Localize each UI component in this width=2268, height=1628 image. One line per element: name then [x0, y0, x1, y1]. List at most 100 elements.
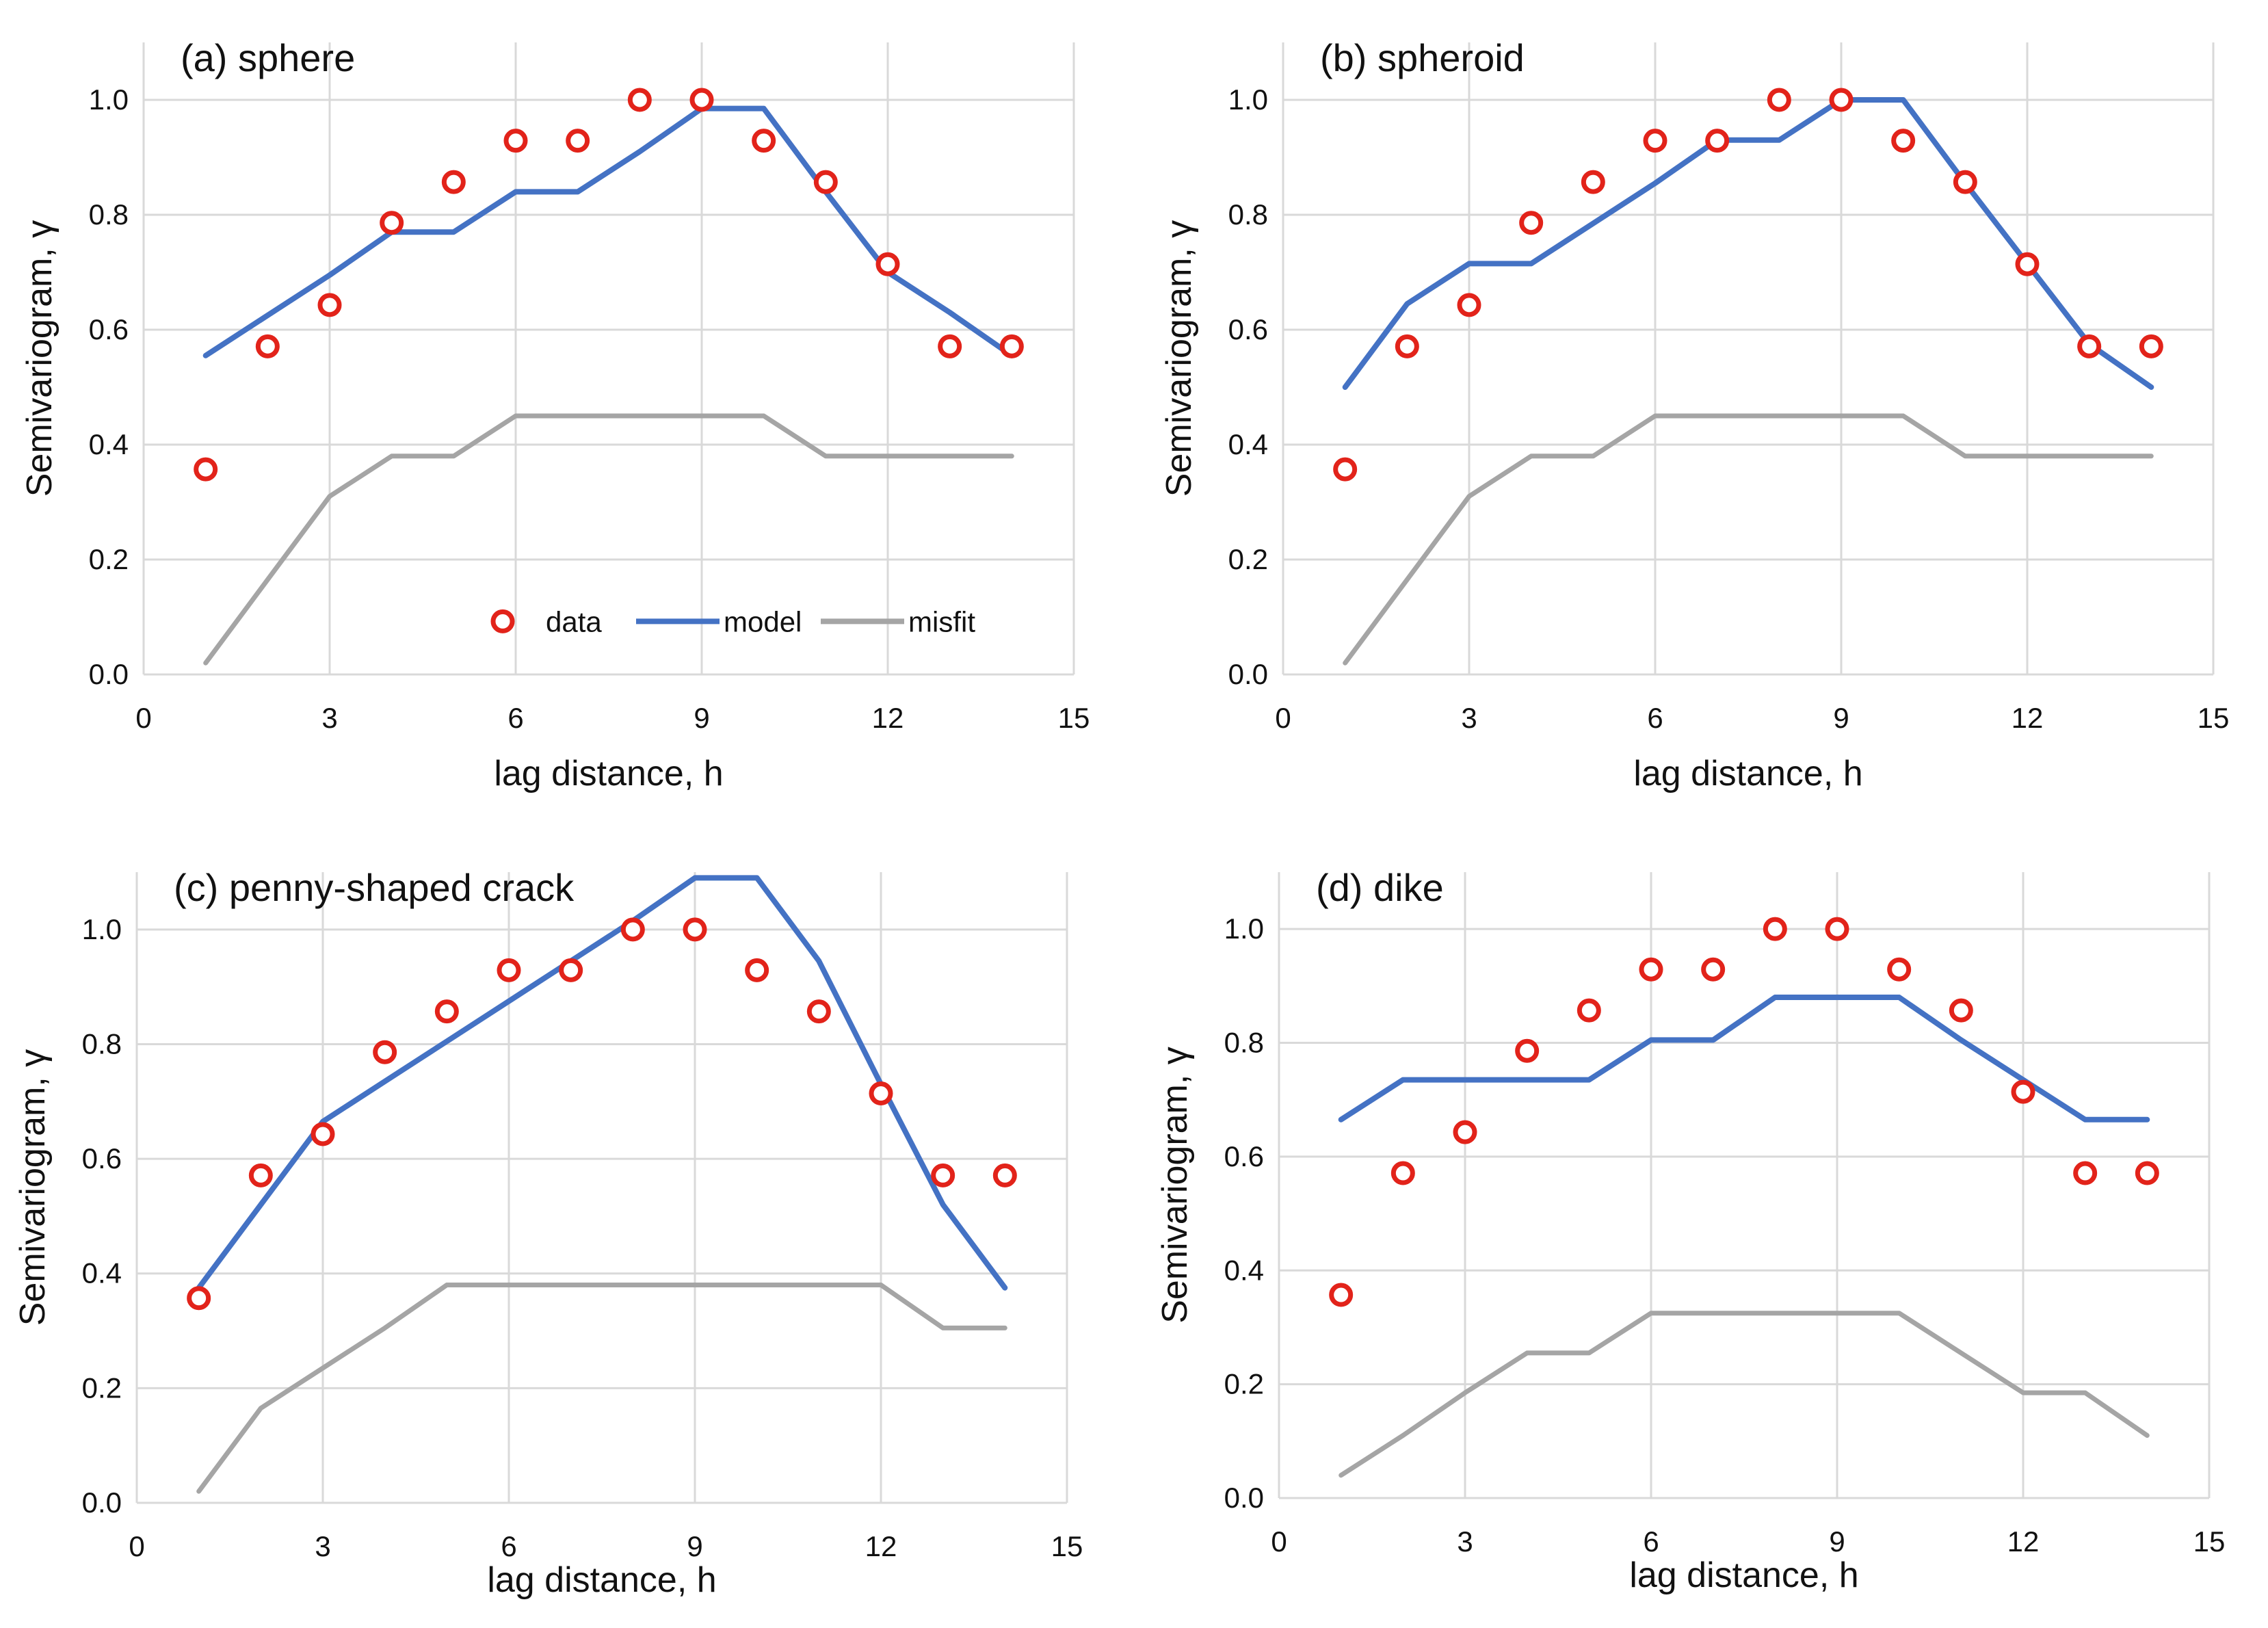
data-point: [1705, 129, 1730, 153]
data-point: [2077, 334, 2102, 358]
x-tick-label: 0: [129, 1530, 144, 1562]
x-tick-label: 9: [687, 1530, 702, 1562]
data-point: [317, 293, 342, 317]
panel-title: (d) dike: [1316, 866, 1444, 909]
data-point: [1329, 1283, 1354, 1307]
data-point: [689, 88, 714, 112]
data-point: [683, 917, 707, 942]
y-tick-label: 0.0: [89, 658, 129, 690]
y-tick-label: 0.4: [89, 428, 129, 460]
data-point: [441, 170, 466, 194]
y-tick-label: 0.0: [1228, 658, 1268, 690]
x-axis-label: lag distance, h: [1629, 1555, 1858, 1595]
data-point: [813, 170, 838, 194]
data-point: [194, 457, 218, 482]
chart-panel-3: 0.0 0.2 0.4 0.6 0.8 1.0 0 3 6 9 12 15 (d) dike lag di…: [1155, 866, 2225, 1595]
data-point: [566, 129, 590, 153]
y-tick-label: 0.6: [89, 313, 129, 345]
data-point: [255, 334, 280, 358]
x-tick-label: 0: [1275, 702, 1291, 734]
y-tick-label: 0.2: [1228, 543, 1268, 575]
x-tick-label: 3: [1461, 702, 1477, 734]
legend-data-label: data: [546, 605, 602, 638]
y-tick-label: 1.0: [1224, 913, 1264, 945]
y-tick-label: 0.2: [82, 1371, 122, 1404]
data-point: [1891, 129, 1916, 153]
data-point: [806, 999, 831, 1024]
x-tick-label: 6: [507, 702, 523, 734]
panel-title: (c) penny-shaped crack: [174, 866, 575, 909]
x-tick-label: 0: [1271, 1525, 1287, 1558]
data-point: [434, 999, 459, 1024]
y-tick-label: 0.8: [82, 1027, 122, 1060]
series-line-misfit: [1339, 1311, 2150, 1478]
data-point: [187, 1286, 211, 1311]
x-tick-label: 3: [321, 702, 337, 734]
y-tick-label: 0.4: [1228, 428, 1268, 460]
x-tick-label: 3: [315, 1530, 330, 1562]
data-point: [745, 958, 769, 982]
x-tick-label: 9: [1829, 1525, 1845, 1558]
data-point: [1457, 293, 1481, 317]
data-point: [503, 129, 528, 153]
data-point: [1333, 457, 1358, 482]
data-point: [620, 917, 645, 942]
data-point: [2011, 1079, 2035, 1104]
x-tick-label: 12: [2007, 1525, 2040, 1558]
data-point: [931, 1163, 955, 1187]
x-axis-label: lag distance, h: [494, 754, 723, 793]
legend-data-marker: [490, 609, 515, 633]
y-tick-label: 0.6: [82, 1142, 122, 1174]
data-point: [1887, 957, 1912, 982]
data-point: [999, 334, 1024, 358]
data-point: [1519, 211, 1544, 235]
series-line-model: [196, 875, 1008, 1291]
data-point: [1515, 1038, 1540, 1063]
x-tick-label: 3: [1457, 1525, 1473, 1558]
y-tick-label: 1.0: [89, 83, 129, 116]
y-tick-label: 0.2: [89, 543, 129, 575]
chart-panel-1: 0.0 0.2 0.4 0.6 0.8 1.0 0 3 6 9 12 15 (b) spheroid la…: [1159, 36, 2229, 793]
y-axis-label: Semivariogram, γ: [1155, 1047, 1195, 1324]
data-point: [1767, 88, 1791, 112]
x-tick-label: 9: [1833, 702, 1849, 734]
y-tick-label: 0.0: [82, 1486, 122, 1519]
x-tick-label: 15: [2198, 702, 2230, 734]
legend-misfit-label: misfit: [908, 605, 975, 638]
legend-model-label: model: [724, 605, 802, 638]
x-axis-label: lag distance, h: [1633, 754, 1862, 793]
data-point: [1581, 170, 1605, 194]
x-tick-label: 15: [1051, 1530, 1083, 1562]
series-line-model: [1342, 97, 2154, 390]
y-tick-label: 0.2: [1224, 1368, 1264, 1400]
y-tick-label: 0.8: [1228, 198, 1268, 231]
y-tick-label: 1.0: [1228, 83, 1268, 116]
series-line-misfit: [196, 1283, 1007, 1494]
y-tick-label: 0.6: [1224, 1140, 1264, 1172]
y-axis-label: Semivariogram, γ: [1159, 220, 1199, 497]
x-tick-label: 12: [872, 702, 904, 734]
data-point: [2015, 252, 2040, 276]
data-point: [497, 958, 521, 982]
x-axis-label: lag distance, h: [487, 1560, 716, 1600]
x-tick-label: 0: [135, 702, 151, 734]
data-point: [1701, 957, 1726, 982]
x-tick-label: 6: [501, 1530, 516, 1562]
x-tick-label: 6: [1647, 702, 1663, 734]
y-tick-label: 0.4: [1224, 1254, 1264, 1286]
y-tick-label: 0.8: [89, 198, 129, 231]
x-tick-label: 9: [694, 702, 709, 734]
data-point: [559, 958, 583, 982]
data-point: [248, 1163, 273, 1187]
data-point: [752, 129, 776, 153]
y-axis-label: Semivariogram, γ: [13, 1049, 53, 1326]
data-point: [380, 211, 404, 235]
data-point: [1639, 957, 1663, 982]
data-point: [2139, 334, 2163, 358]
x-tick-label: 12: [2012, 702, 2044, 734]
data-point: [627, 88, 652, 112]
series-line-misfit: [1343, 413, 2154, 666]
legend: data model misfit: [490, 605, 975, 638]
series-line-model: [202, 105, 1015, 358]
